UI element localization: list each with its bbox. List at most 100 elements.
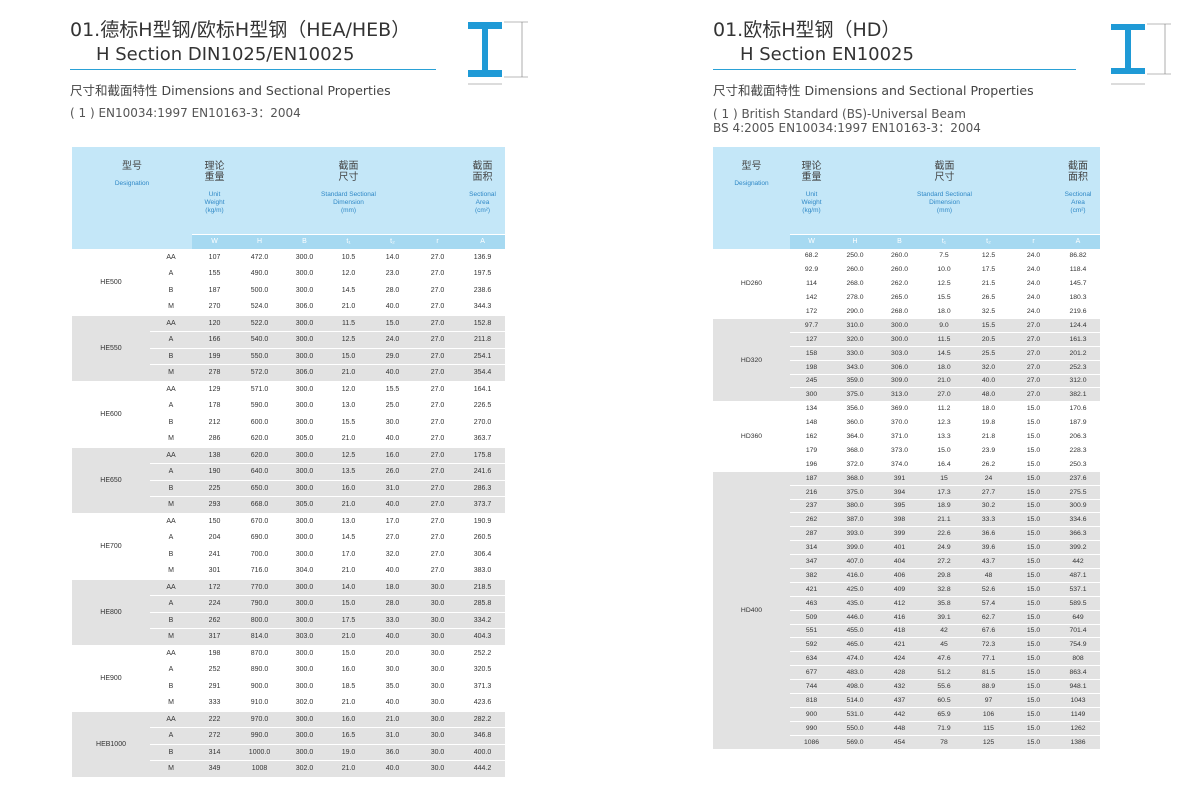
cell: 569.0	[833, 735, 877, 750]
cell: 300.0	[282, 331, 328, 349]
cell: 349	[192, 760, 238, 778]
cell: 17.5	[327, 612, 371, 629]
cell: 68.2	[790, 249, 833, 264]
cell: 65.9	[922, 707, 966, 722]
cell: 21.5	[966, 276, 1011, 292]
data-row: M 333 910.0 302.0 21.0 40.0 30.0 423.6	[72, 694, 506, 712]
cell: 15.0	[1011, 721, 1057, 736]
data-row: M 301 716.0 304.0 21.0 40.0 27.0 383.0	[72, 562, 506, 580]
cell: 406	[877, 568, 922, 583]
cell: 374.0	[877, 457, 922, 472]
cell: 310.0	[833, 318, 877, 333]
header-en-line: Area	[475, 199, 490, 206]
cell: 148	[790, 415, 833, 431]
cell: 15.0	[1011, 568, 1057, 583]
grade: AA	[150, 249, 193, 266]
section-table: 型号 Designation 理论 重量 Unit Weight (kg/m) 截面 尺寸 Sta…	[713, 147, 1101, 750]
cell: 373.7	[460, 496, 506, 514]
cell: 27.0	[1011, 387, 1057, 403]
cell: 52.6	[966, 582, 1011, 597]
cell: 166	[192, 331, 238, 349]
cell: 28.0	[370, 282, 416, 299]
header-row: 型号 Designation 理论 重量 Unit Weight (kg/m) 截面 尺寸 Sta…	[72, 147, 506, 250]
cell: 27.0	[415, 414, 461, 431]
data-row: 677 483.0 428 51.2 81.5 15.0 863.4	[713, 665, 1101, 681]
cell: 51.2	[922, 665, 966, 681]
data-row: 463 435.0 412 35.8 57.4 15.0 589.5	[713, 596, 1101, 611]
cell: 30.0	[415, 579, 461, 596]
cell: 13.3	[922, 429, 966, 444]
cell: 21.0	[327, 694, 371, 712]
cell: 444.2	[460, 760, 506, 778]
cell: 142	[790, 290, 833, 306]
cell: 412	[877, 596, 922, 611]
cell: 27.0	[415, 315, 461, 332]
cell: 32.8	[922, 582, 966, 597]
grade: B	[150, 744, 193, 761]
cell: 120	[192, 315, 238, 332]
cell: 10.0	[922, 262, 966, 278]
cell: 890.0	[237, 661, 283, 679]
section-label: 尺寸和截面特性 Dimensions and Sectional Propert…	[70, 83, 391, 98]
cell: 15.0	[370, 315, 416, 332]
cell: 432	[877, 679, 922, 694]
cell: 219.6	[1056, 304, 1101, 319]
data-row: HE500 AA 107 472.0 300.0 10.5 14.0 27.0 136.9	[72, 249, 506, 316]
cell: 71.9	[922, 721, 966, 736]
grade: AA	[150, 447, 193, 464]
cell: 550.0	[237, 348, 283, 365]
cell: 27.0	[1011, 360, 1057, 375]
header-zh: 型号	[713, 161, 790, 172]
header-en-line: Weight	[801, 199, 822, 206]
cell: 416.0	[833, 568, 877, 583]
cell: 15.0	[1011, 707, 1057, 722]
cell: 300.0	[282, 744, 328, 761]
cell: 524.0	[237, 298, 283, 316]
cell: 13.0	[327, 397, 371, 415]
cell: 15.0	[1011, 624, 1057, 639]
cell: 30.0	[370, 414, 416, 431]
cell: 36.0	[370, 744, 416, 761]
data-row: 509 446.0 416 39.1 62.7 15.0 649	[713, 610, 1101, 625]
cell: 19.0	[327, 744, 371, 761]
cell: 97.7	[790, 318, 833, 333]
cell: 398	[877, 512, 922, 528]
cell: 305.0	[282, 430, 328, 448]
cell: 28.0	[370, 595, 416, 613]
column-label: W	[192, 234, 238, 250]
section-label: 尺寸和截面特性 Dimensions and Sectional Propert…	[713, 83, 1034, 98]
cell: 16.0	[327, 661, 371, 679]
cell: 179	[790, 443, 833, 458]
cell: 10.5	[327, 249, 371, 266]
data-row: B 241 700.0 300.0 17.0 32.0 27.0 306.4	[72, 546, 506, 563]
cell: 368.0	[833, 471, 877, 486]
cell: 409	[877, 582, 922, 597]
cell: 454	[877, 735, 922, 750]
header-zh-line: 尺寸	[934, 172, 955, 183]
header-en-line: (mm)	[340, 207, 357, 214]
cell: 260.5	[460, 529, 506, 547]
cell: 27.0	[415, 298, 461, 316]
data-row: HD400 187 368.0 391 15 24 15.0 237.6	[713, 471, 1101, 750]
cell: 57.4	[966, 596, 1011, 611]
cell: 948.1	[1056, 679, 1101, 694]
cell: 300.0	[282, 513, 328, 530]
cell: 40.0	[370, 694, 416, 712]
cell: 301	[192, 562, 238, 580]
data-row: M 270 524.0 306.0 21.0 40.0 27.0 344.3	[72, 298, 506, 316]
cell: 114	[790, 276, 833, 292]
data-row: 148 360.0 370.0 12.3 19.8 15.0 187.9	[713, 415, 1101, 431]
cell: 744	[790, 679, 833, 694]
cell: 20.5	[966, 332, 1011, 347]
cell: 12.5	[327, 447, 371, 464]
data-row: A 166 540.0 300.0 12.5 24.0 27.0 211.8	[72, 331, 506, 349]
cell: 416	[877, 610, 922, 625]
data-row: HE550 AA 120 522.0 300.0 11.5 15.0 27.0 152.8	[72, 315, 506, 382]
data-row: HE900 AA 198 870.0 300.0 15.0 20.0 30.0 252.2	[72, 645, 506, 712]
data-row: B 314 1000.0 300.0 19.0 36.0 30.0 400.0	[72, 744, 506, 761]
data-row: HD260 68.2 250.0 260.0 7.5 12.5 24.0 86.82	[713, 249, 1101, 319]
cell: 27.0	[415, 463, 461, 481]
cell: 152.8	[460, 315, 506, 332]
cell: 818	[790, 693, 833, 708]
